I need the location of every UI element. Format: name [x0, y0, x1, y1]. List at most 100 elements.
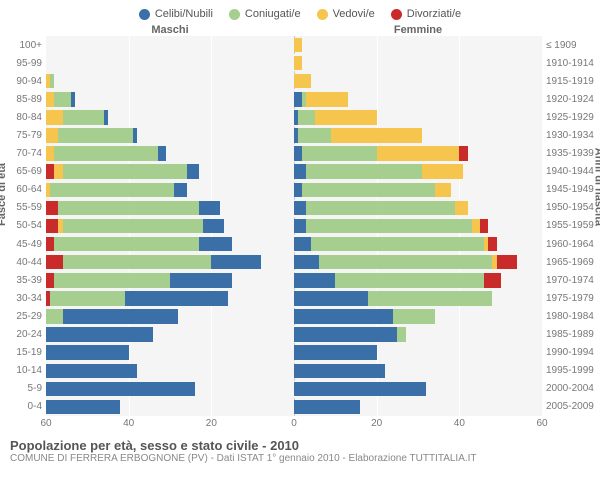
bar-seg [63, 110, 104, 124]
female-bar [294, 110, 542, 124]
bar-seg [294, 291, 368, 305]
pyramid-row [46, 108, 542, 126]
bar-seg [393, 309, 434, 323]
bar-seg [46, 400, 120, 414]
bar-seg [46, 92, 54, 106]
bar-seg [368, 291, 492, 305]
bar-seg [294, 255, 319, 269]
bar-seg [319, 255, 493, 269]
bar-seg [211, 255, 261, 269]
pyramid-row [46, 271, 542, 289]
bar-seg [50, 291, 124, 305]
legend-label: Vedovi/e [333, 8, 375, 20]
x-tick: 40 [454, 418, 465, 429]
bar-seg [54, 92, 71, 106]
male-bar [46, 291, 294, 305]
male-bar [46, 56, 294, 70]
caption-sub: COMUNE DI FERRERA ERBOGNONE (PV) - Dati … [10, 453, 590, 464]
bar-seg [298, 128, 331, 142]
age-label: 45-49 [0, 235, 42, 253]
x-axis: 6040200204060 [0, 416, 600, 432]
male-bar [46, 146, 294, 160]
pyramid-row [46, 289, 542, 307]
pyramid-row [46, 145, 542, 163]
legend-label: Divorziati/e [407, 8, 461, 20]
bar-seg [435, 183, 452, 197]
bar-seg [294, 273, 335, 287]
year-label: ≤ 1909 [546, 36, 600, 54]
age-label: 100+ [0, 36, 42, 54]
bar-seg [46, 382, 195, 396]
caption: Popolazione per età, sesso e stato civil… [0, 432, 600, 466]
male-bar [46, 92, 294, 106]
bar-seg [50, 74, 54, 88]
female-bar [294, 128, 542, 142]
bar-seg [335, 273, 484, 287]
legend-swatch [229, 9, 240, 20]
female-bar [294, 92, 542, 106]
female-bar [294, 327, 542, 341]
pyramid-row [46, 344, 542, 362]
legend-label: Celibi/Nubili [155, 8, 213, 20]
age-label: 25-29 [0, 307, 42, 325]
bar-seg [46, 146, 54, 160]
bar-seg [46, 201, 58, 215]
male-bar [46, 201, 294, 215]
year-label: 2005-2009 [546, 398, 600, 416]
male-bar [46, 345, 294, 359]
pyramid-row [46, 36, 542, 54]
bar-seg [125, 291, 228, 305]
bar-seg [294, 183, 302, 197]
bar-seg [302, 183, 434, 197]
male-bar [46, 183, 294, 197]
male-bar [46, 382, 294, 396]
bar-seg [46, 345, 129, 359]
bar-seg [422, 164, 463, 178]
bar-seg [46, 364, 137, 378]
female-bar [294, 201, 542, 215]
age-label: 15-19 [0, 344, 42, 362]
age-label: 75-79 [0, 126, 42, 144]
legend-item: Vedovi/e [317, 8, 375, 20]
bar-seg [63, 219, 204, 233]
bar-seg [306, 219, 471, 233]
age-label: 90-94 [0, 72, 42, 90]
bar-seg [46, 164, 54, 178]
x-tick: 20 [206, 418, 217, 429]
bar-seg [294, 345, 377, 359]
age-label: 0-4 [0, 398, 42, 416]
female-bar [294, 400, 542, 414]
bar-seg [203, 219, 224, 233]
age-label: 30-34 [0, 289, 42, 307]
year-label: 1995-1999 [546, 362, 600, 380]
female-bar [294, 164, 542, 178]
bar-seg [294, 237, 311, 251]
year-label: 1930-1934 [546, 126, 600, 144]
male-bar [46, 255, 294, 269]
male-bar [46, 273, 294, 287]
bar-seg [54, 237, 199, 251]
pyramid-row [46, 163, 542, 181]
x-ticks: 6040200204060 [46, 416, 542, 432]
bar-seg [294, 382, 426, 396]
bar-seg [199, 201, 220, 215]
bar-seg [484, 273, 501, 287]
year-label: 1960-1964 [546, 235, 600, 253]
pyramid-row [46, 54, 542, 72]
male-bar [46, 110, 294, 124]
bar-seg [71, 92, 75, 106]
x-tick: 60 [40, 418, 51, 429]
side-headers: Maschi Femmine [0, 24, 600, 36]
pyramid-row [46, 307, 542, 325]
bar-seg [158, 146, 166, 160]
legend-item: Celibi/Nubili [139, 8, 213, 20]
bar-seg [306, 92, 347, 106]
year-label: 1970-1974 [546, 271, 600, 289]
bar-seg [58, 128, 132, 142]
legend-swatch [139, 9, 150, 20]
male-bar [46, 74, 294, 88]
bar-seg [54, 164, 62, 178]
pyramid-row [46, 199, 542, 217]
chart-area: Fasce di età Anni di nascita 100+95-9990… [0, 36, 600, 416]
age-label: 10-14 [0, 362, 42, 380]
